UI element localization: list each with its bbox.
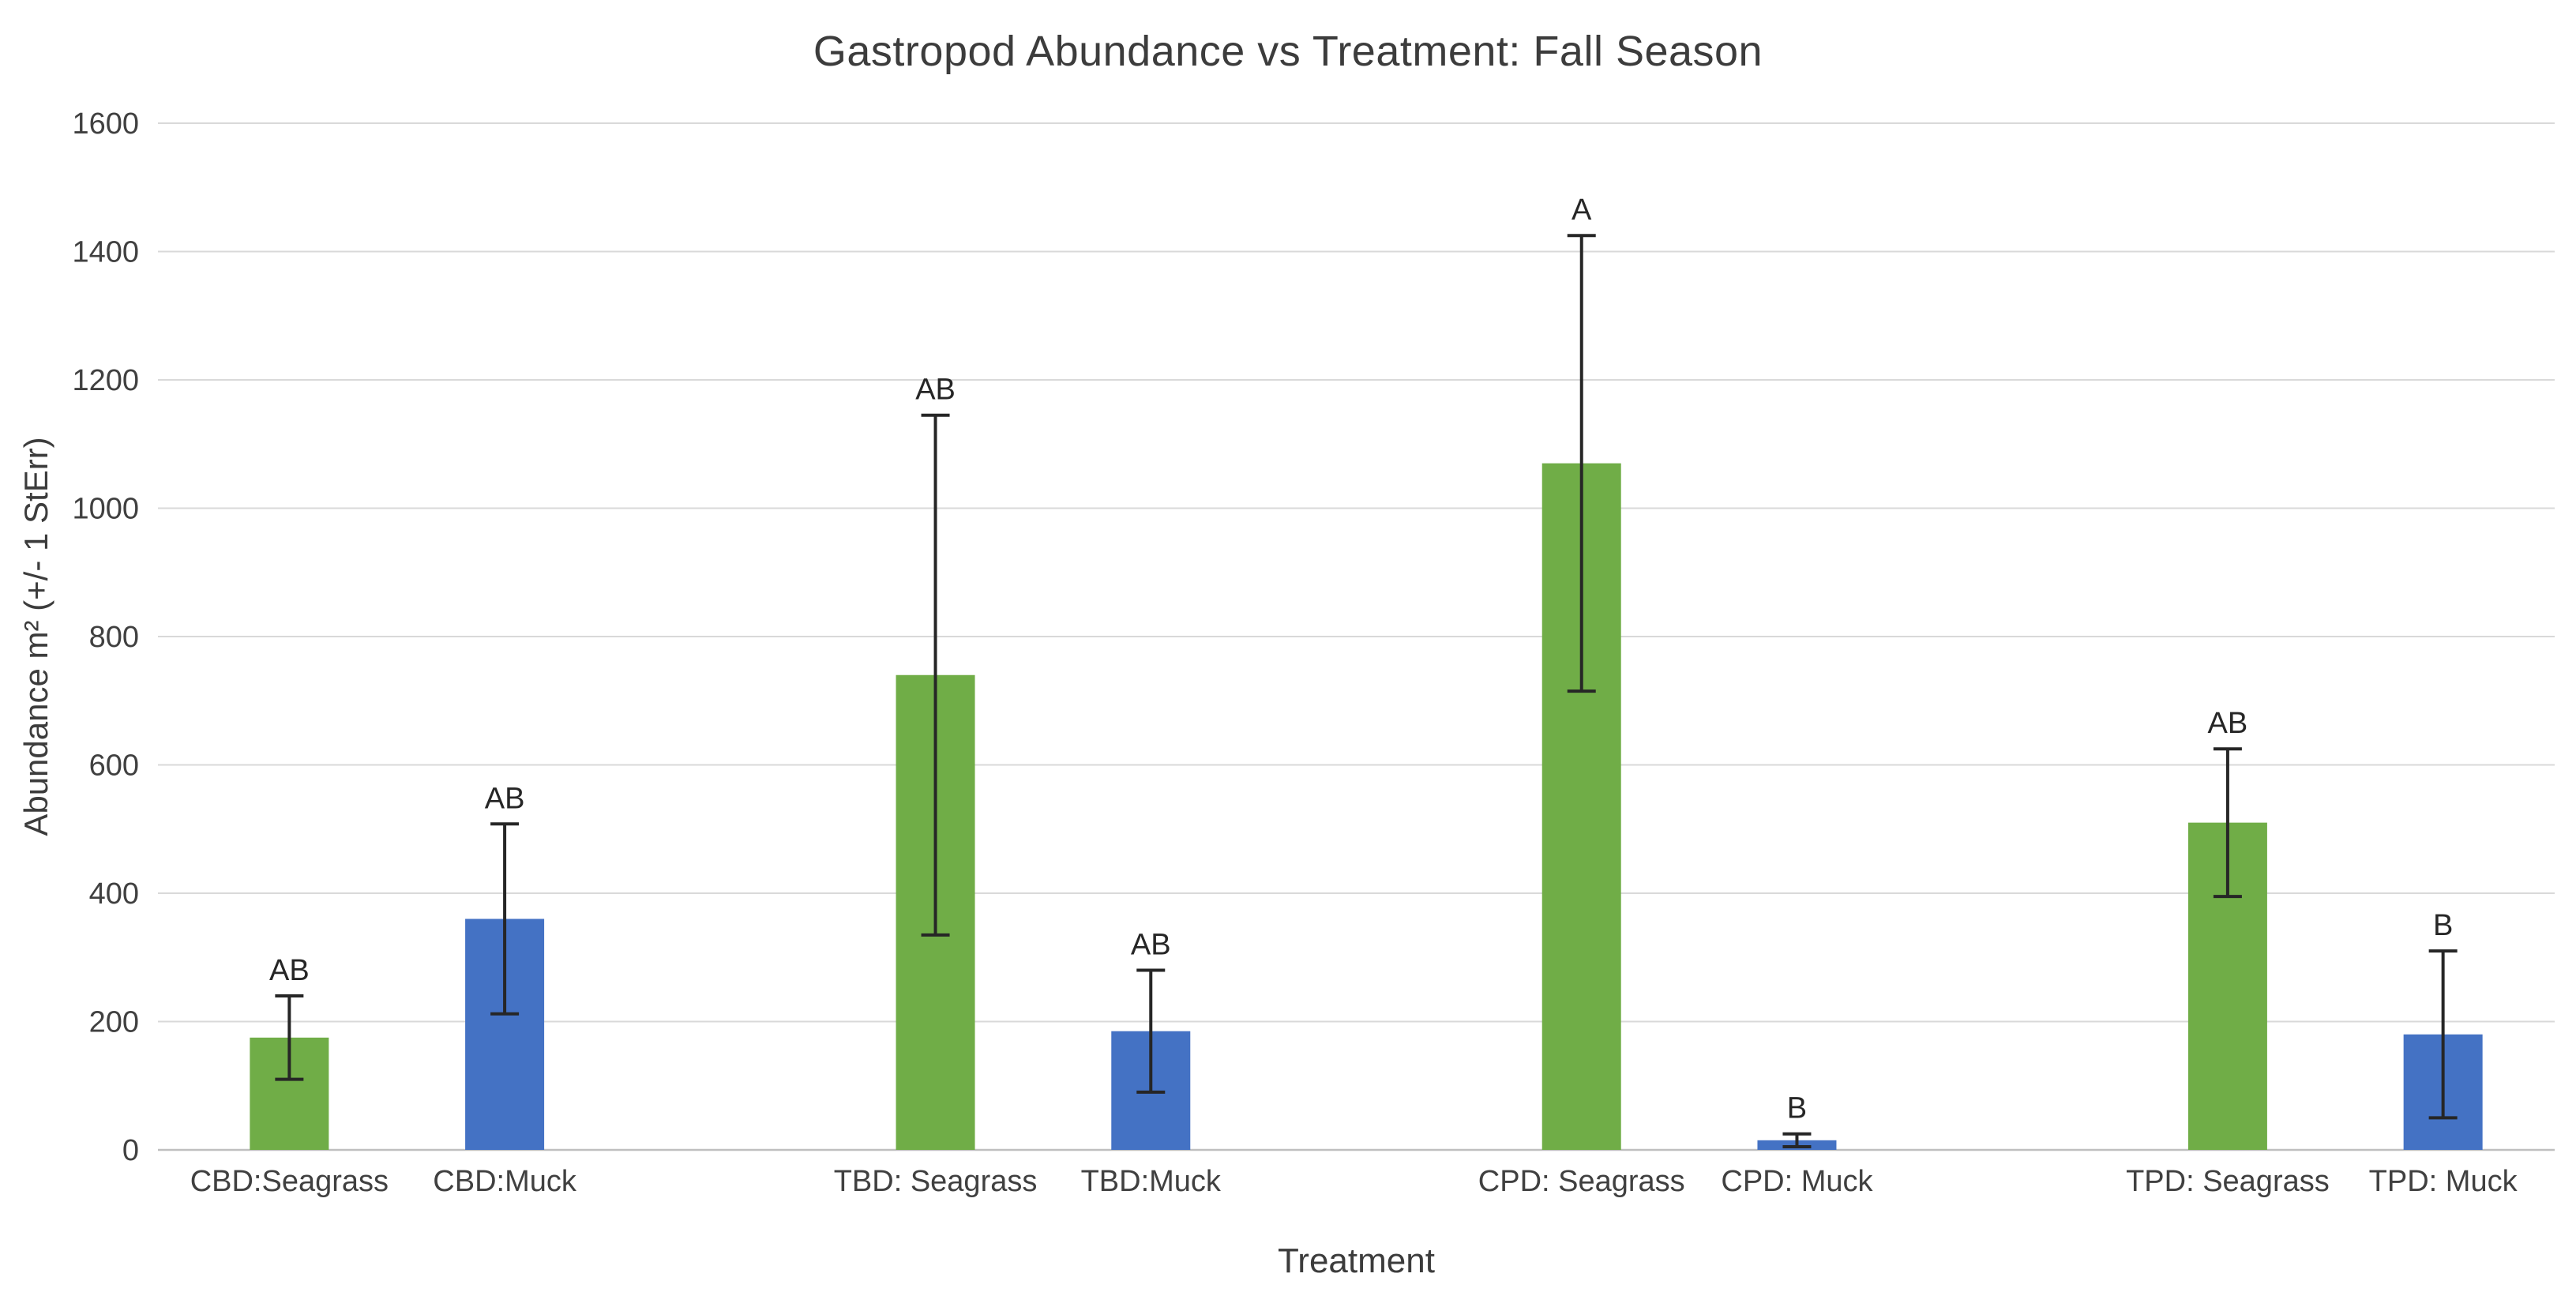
x-category-label: CPD: Muck (1721, 1165, 1873, 1198)
significance-letter: AB (2208, 707, 2248, 740)
y-tick-label: 1200 (72, 364, 139, 397)
significance-letter: AB (915, 374, 956, 407)
y-tick-label: 800 (89, 621, 139, 654)
x-category-label: CBD:Seagrass (190, 1165, 389, 1198)
x-category-label: CBD:Muck (433, 1165, 577, 1198)
y-tick-label: 0 (122, 1134, 139, 1167)
significance-letter: A (1572, 193, 1592, 227)
x-category-label: TPD: Seagrass (2126, 1165, 2330, 1198)
x-axis-title: Treatment (1278, 1242, 1435, 1280)
y-tick-label: 600 (89, 749, 139, 783)
significance-letter: AB (1131, 929, 1171, 962)
significance-letter: B (2433, 909, 2453, 942)
y-tick-label: 1400 (72, 236, 139, 269)
x-category-label: TBD: Seagrass (834, 1165, 1038, 1198)
x-category-label: TBD:Muck (1081, 1165, 1222, 1198)
significance-letter: B (1787, 1092, 1807, 1125)
chart-title: Gastropod Abundance vs Treatment: Fall S… (813, 28, 1763, 75)
x-category-label: CPD: Seagrass (1478, 1165, 1685, 1198)
significance-letter: AB (269, 954, 310, 987)
y-tick-label: 1600 (72, 107, 139, 141)
y-tick-label: 1000 (72, 493, 139, 526)
y-tick-label: 200 (89, 1006, 139, 1039)
significance-letter: AB (485, 782, 525, 815)
x-category-label: TPD: Muck (2369, 1165, 2518, 1198)
y-tick-label: 400 (89, 877, 139, 911)
